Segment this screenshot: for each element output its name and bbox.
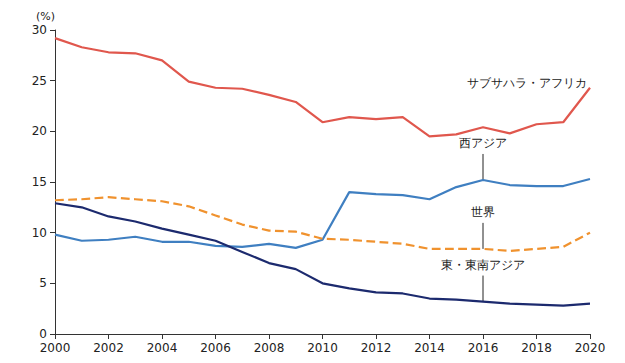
svg-text:2012: 2012 <box>361 341 392 355</box>
svg-text:西アジア: 西アジア <box>459 136 507 150</box>
svg-text:2010: 2010 <box>307 341 338 355</box>
svg-text:5: 5 <box>39 276 47 290</box>
svg-text:30: 30 <box>32 23 47 37</box>
svg-text:2018: 2018 <box>521 341 552 355</box>
svg-text:10: 10 <box>32 226 47 240</box>
svg-text:2014: 2014 <box>414 341 445 355</box>
svg-text:0: 0 <box>39 327 47 341</box>
svg-text:2000: 2000 <box>40 341 71 355</box>
svg-text:東・東南アジア: 東・東南アジア <box>441 258 525 272</box>
svg-text:(%): (%) <box>36 10 55 23</box>
svg-text:25: 25 <box>32 74 47 88</box>
svg-text:2004: 2004 <box>147 341 178 355</box>
svg-text:15: 15 <box>32 175 47 189</box>
svg-text:2020: 2020 <box>575 341 606 355</box>
svg-text:2002: 2002 <box>93 341 124 355</box>
svg-text:20: 20 <box>32 124 47 138</box>
svg-text:2016: 2016 <box>468 341 499 355</box>
svg-text:2006: 2006 <box>200 341 231 355</box>
svg-text:世界: 世界 <box>471 205 495 219</box>
svg-text:2008: 2008 <box>254 341 285 355</box>
svg-text:サブサハラ・アフリカ: サブサハラ・アフリカ <box>467 76 587 90</box>
